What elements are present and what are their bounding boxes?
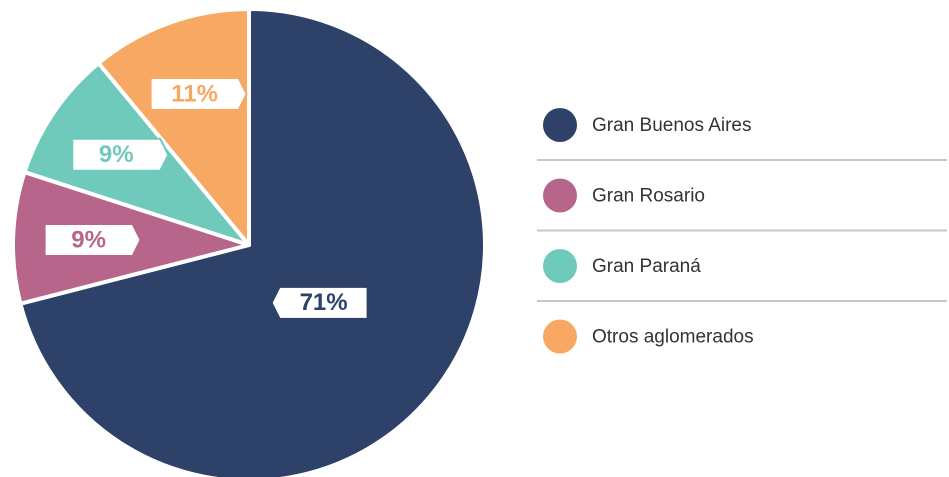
- legend-label: Otros aglomerados: [592, 327, 754, 348]
- data-label: 11%: [171, 80, 218, 107]
- data-label: 9%: [99, 141, 134, 168]
- legend-swatch: [543, 249, 577, 283]
- data-label: 9%: [71, 226, 106, 253]
- label-tag: [149, 77, 248, 112]
- data-label: 71%: [300, 289, 348, 316]
- legend-swatch: [543, 108, 577, 142]
- legend-label: Gran Rosario: [592, 186, 705, 207]
- pie-slice: [18, 7, 487, 477]
- label-tag: [43, 222, 142, 257]
- legend-swatch: [543, 178, 577, 213]
- label-tag: [270, 285, 369, 320]
- pie-slice: [96, 7, 251, 247]
- legend-swatch: [543, 319, 577, 354]
- label-tag: [71, 137, 170, 172]
- legend-label: Gran Buenos Aires: [592, 115, 751, 136]
- legend-label: Gran Paraná: [592, 256, 701, 277]
